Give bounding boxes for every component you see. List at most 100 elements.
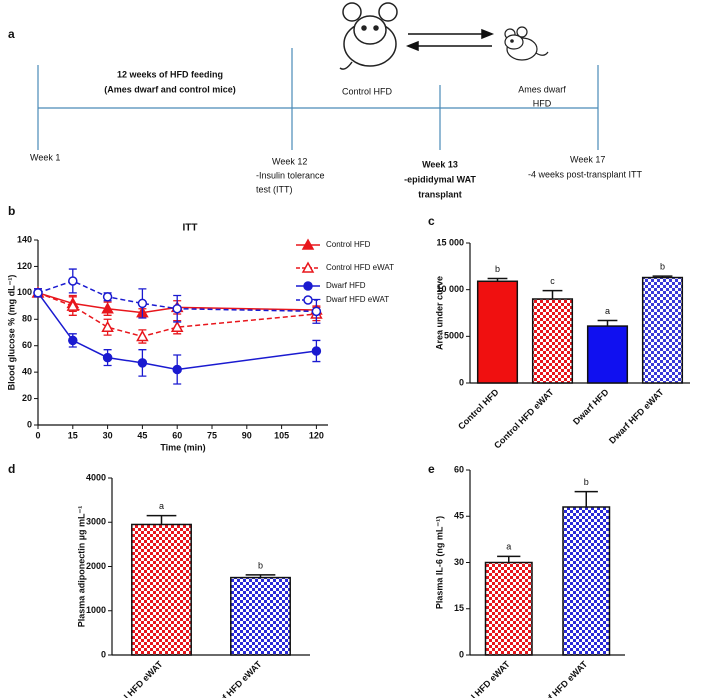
- x-tick-label: 105: [274, 430, 289, 440]
- x-tick-label: 15: [68, 430, 78, 440]
- y-tick-label: 40: [22, 367, 32, 377]
- y-tick-label: 15 000: [436, 237, 464, 247]
- marker: [66, 299, 80, 311]
- x-tick-label: Control HFD eWAT: [448, 659, 512, 698]
- error-bar: [574, 490, 598, 507]
- series-line: [37, 280, 317, 313]
- y-tick-label: 0: [459, 377, 464, 387]
- y-axis-label: Plasma IL-6 (ng mL⁻¹): [434, 516, 444, 609]
- marker: [102, 292, 113, 302]
- donor-label: Control HFD: [342, 86, 393, 96]
- y-tick-label: 80: [22, 314, 32, 324]
- y-axis-label: Plasma adiponectin µg mL⁻¹: [76, 506, 86, 627]
- significance-letter: b: [258, 560, 263, 570]
- error-bar: [146, 514, 177, 525]
- marker: [102, 352, 113, 363]
- marker: [68, 276, 78, 286]
- marker: [101, 302, 114, 314]
- y-tick-label: 45: [454, 511, 464, 521]
- mouse-icon: [504, 26, 549, 61]
- x-tick-label: 0: [35, 430, 40, 440]
- panel-label: a: [8, 27, 15, 41]
- bar: [586, 325, 629, 384]
- x-tick-label: 60: [172, 430, 182, 440]
- panel-label: c: [428, 214, 435, 228]
- x-tick-label: Control HFD: [456, 387, 501, 432]
- y-tick-label: 120: [17, 261, 32, 271]
- error-bar: [542, 289, 563, 299]
- significance-letter: b: [660, 262, 665, 272]
- marker: [33, 288, 43, 298]
- week-note: -epididymal WAT: [404, 174, 476, 184]
- x-tick-label: 120: [309, 430, 324, 440]
- significance-letter: a: [605, 306, 610, 316]
- marker: [137, 298, 148, 309]
- significance-letter: b: [584, 477, 589, 487]
- marker: [136, 329, 149, 342]
- legend-label: Control HFD eWAT: [326, 263, 394, 272]
- marker: [311, 306, 322, 317]
- y-tick-label: 1000: [86, 605, 106, 615]
- x-tick-label: Control HFD eWAT: [101, 659, 165, 698]
- week-label: Week 17: [570, 154, 605, 164]
- phase-text: 12 weeks of HFD feeding: [117, 69, 223, 79]
- marker: [311, 346, 322, 356]
- significance-letter: c: [550, 276, 555, 286]
- series-line: [37, 292, 317, 314]
- x-tick-label: 30: [103, 430, 113, 440]
- bar: [230, 576, 291, 656]
- phase-text: (Ames dwarf and control mice): [104, 84, 236, 94]
- marker: [301, 238, 315, 250]
- x-tick-label: 75: [207, 430, 217, 440]
- y-axis-label: Blood glucose % (mg dL⁻¹): [6, 275, 16, 391]
- x-tick-label: 45: [137, 430, 147, 440]
- recipient-label: HFD: [533, 98, 552, 108]
- marker: [172, 364, 182, 375]
- y-tick-label: 60: [454, 464, 464, 474]
- marker: [172, 303, 182, 314]
- x-tick-label: Dwarf HFD eWAT: [205, 659, 264, 698]
- bar: [131, 523, 192, 656]
- marker: [301, 261, 315, 273]
- week-label: Week 1: [30, 152, 60, 162]
- y-tick-label: 10 000: [436, 284, 464, 294]
- marker: [137, 358, 148, 368]
- x-tick-label: Dwarf HFD eWAT: [607, 387, 666, 446]
- recipient-label: Ames dwarf: [518, 84, 566, 94]
- x-tick-label: Dwarf HFD eWAT: [531, 659, 590, 698]
- y-tick-label: 2000: [86, 561, 106, 571]
- y-tick-label: 0: [27, 419, 32, 429]
- y-tick-label: 30: [454, 557, 464, 567]
- series-line: [37, 292, 317, 371]
- error-bar: [597, 319, 618, 327]
- panel-label: e: [428, 462, 435, 476]
- significance-letter: b: [495, 264, 500, 274]
- y-tick-label: 0: [459, 649, 464, 659]
- week-label: Week 12: [272, 156, 307, 166]
- y-tick-label: 20: [22, 393, 32, 403]
- x-tick-label: Control HFD eWAT: [492, 387, 556, 451]
- y-tick-label: 60: [22, 340, 32, 350]
- timeline: a 12 weeks of HFD feeding (Ames dwarf an…: [8, 2, 643, 199]
- transfer-arrows: [405, 28, 495, 52]
- legend-label: Dwarf HFD: [326, 281, 366, 290]
- marker: [101, 320, 114, 332]
- week-note: test (ITT): [256, 184, 293, 194]
- x-tick-label: Dwarf HFD: [571, 387, 611, 427]
- bar: [484, 561, 533, 656]
- marker: [303, 281, 313, 291]
- y-axis-label: Area under curve: [434, 276, 444, 350]
- week-note: -Insulin tolerance: [256, 170, 325, 180]
- legend-label: Control HFD: [326, 240, 371, 249]
- bar: [531, 298, 574, 384]
- week-label: Week 13: [422, 159, 458, 169]
- y-tick-label: 5000: [444, 331, 464, 341]
- y-tick-label: 100: [17, 287, 32, 297]
- chart-title: ITT: [183, 223, 198, 234]
- significance-letter: a: [506, 542, 511, 552]
- x-tick-label: 90: [242, 430, 252, 440]
- error-bar: [497, 555, 521, 563]
- mouse-icon: [339, 2, 398, 70]
- week-note: -4 weeks post-transplant ITT: [528, 169, 643, 179]
